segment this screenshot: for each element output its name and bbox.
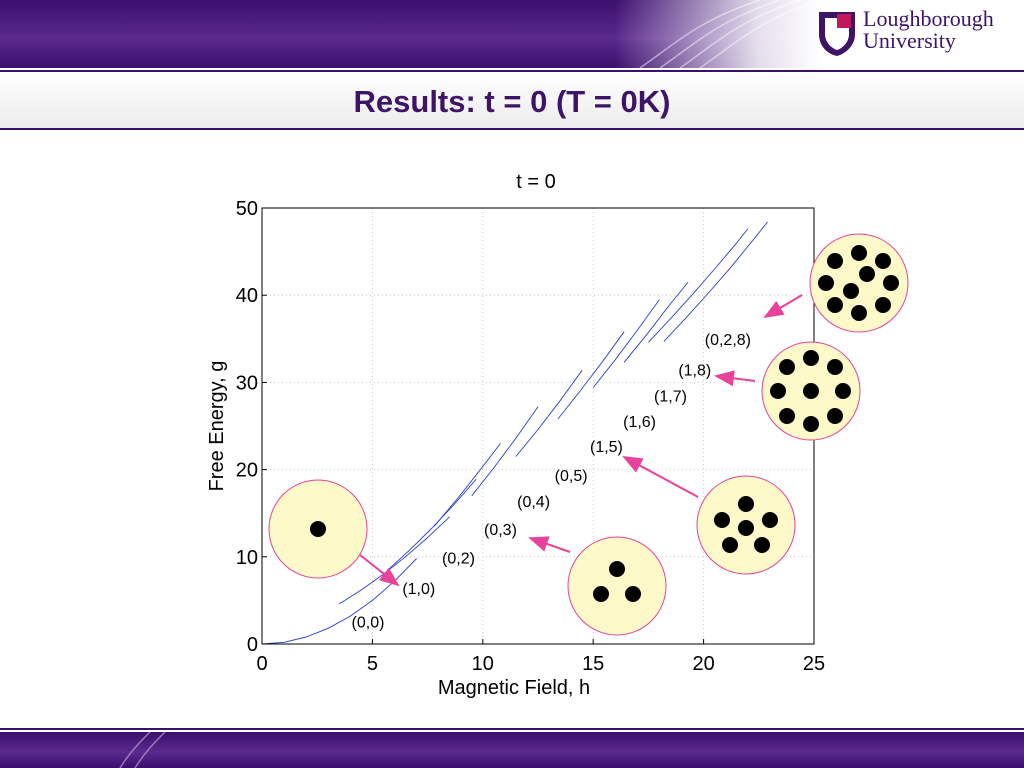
particle-dot	[310, 521, 326, 537]
curve-labels: (0,0) (1,0) (0,2) (0,3)(0,4) (0,5)(1,5)(1,6)…	[352, 332, 751, 632]
x-tick-label: 25	[803, 653, 825, 675]
series-line-6	[557, 331, 625, 420]
y-tick-label: 50	[236, 198, 258, 220]
footer-rule	[0, 728, 1024, 730]
series-line-9	[648, 228, 749, 343]
curve-label-9: (1,8)	[678, 362, 711, 379]
x-axis-label: Magnetic Field, h	[438, 677, 590, 699]
cluster-disc-3	[567, 536, 667, 636]
series-line-1	[339, 516, 451, 605]
arrow-10	[763, 294, 803, 319]
y-axis-label: Free Energy, g	[206, 361, 228, 492]
series-line-8	[623, 281, 689, 363]
x-tick-label: 15	[582, 653, 604, 675]
cluster-disc-6	[696, 475, 796, 575]
series-line-3	[433, 443, 501, 527]
university-logo	[817, 10, 855, 56]
curve-label-3: (0,3)	[484, 522, 517, 539]
x-tick-label: 10	[472, 653, 494, 675]
x-tick-label: 0	[256, 653, 267, 675]
y-tick-label: 20	[236, 460, 258, 482]
logo-text: Loughborough University	[863, 8, 994, 52]
curve-label-1: (1,0)	[402, 581, 435, 598]
curve-label-2: (0,2)	[442, 551, 475, 568]
arrow-6	[622, 456, 699, 498]
axis-ticks: 0 5 10 15 20 25 0 10 20 30 40 50	[236, 198, 825, 675]
y-tick-label: 10	[236, 547, 258, 569]
pointer-arrows	[359, 294, 803, 587]
series-line-2	[387, 478, 477, 571]
cluster-disc-1	[268, 479, 368, 579]
curve-label-6: (1,5)	[590, 439, 623, 456]
curve-label-4: (0,4)	[517, 494, 550, 511]
cluster-disc-9	[761, 341, 861, 441]
curve-label-10: (0,2,8)	[705, 332, 751, 349]
curve-label-8: (1,7)	[654, 388, 687, 405]
curve-label-0: (0,0)	[352, 614, 385, 631]
series-line-10	[663, 221, 768, 342]
series-line-7	[592, 299, 660, 388]
curve-label-7: (1,6)	[623, 414, 656, 431]
y-tick-label: 40	[236, 285, 258, 307]
arrow-1	[359, 554, 400, 587]
title-bar: Results: t = 0 (T = 0K)	[0, 70, 1024, 130]
curve-label-5: (0,5)	[555, 468, 588, 485]
x-tick-label: 20	[692, 653, 714, 675]
logo-line-1: Loughborough	[863, 6, 994, 31]
y-tick-label: 30	[236, 372, 258, 394]
series-line-5	[515, 369, 583, 457]
plot-frame	[261, 207, 815, 645]
x-tick-label: 5	[367, 653, 378, 675]
grid	[262, 208, 814, 644]
arrow-3	[528, 536, 571, 553]
slide-title: Results: t = 0 (T = 0K)	[353, 84, 671, 119]
series-line-4	[471, 406, 539, 497]
y-tick-label: 0	[247, 634, 258, 656]
series-curves	[261, 221, 768, 645]
chart-title: t = 0	[516, 171, 555, 193]
arrow-9	[714, 370, 756, 387]
cluster-disc-10	[809, 233, 909, 333]
footer-band	[0, 732, 1024, 768]
footer-swoosh	[119, 732, 166, 768]
logo-line-2: University	[863, 28, 956, 53]
